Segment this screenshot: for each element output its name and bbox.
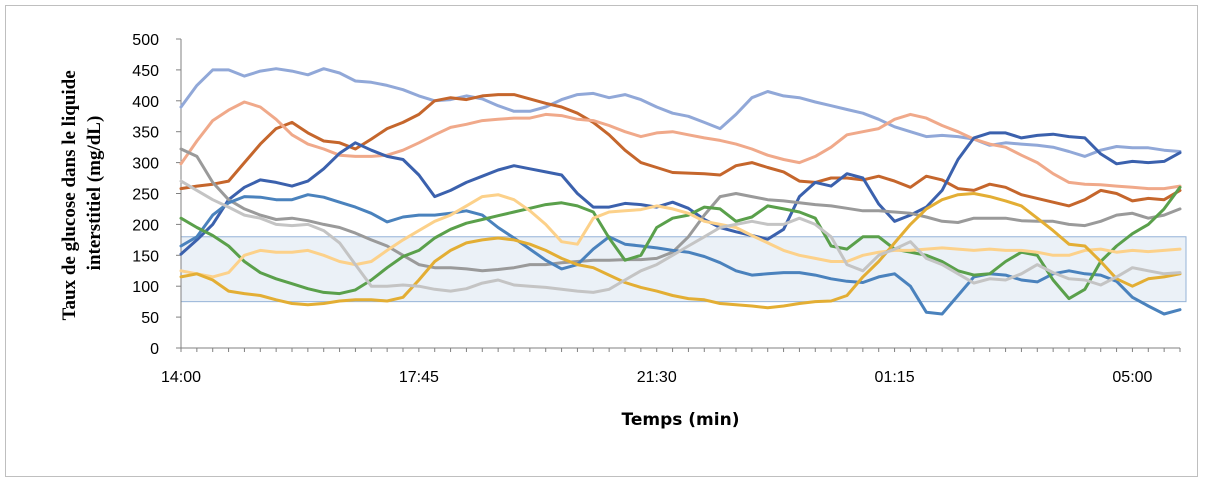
series-line-9 — [179, 192, 1182, 310]
series-line-4 — [179, 131, 1182, 256]
x-tick-label: 05:00 — [1112, 369, 1152, 386]
y-tick-label: 300 — [132, 156, 159, 173]
series-line-5 — [179, 147, 1182, 273]
y-tick-label: 450 — [132, 63, 159, 80]
series-layer — [179, 67, 1182, 316]
y-tick-label: 250 — [132, 187, 159, 204]
y-tick-label: 0 — [150, 341, 159, 358]
y-axis-title-line-1: Taux de glucose dans le liquide — [59, 70, 80, 320]
series-line-8 — [179, 193, 1182, 279]
x-tick-label: 14:00 — [161, 369, 201, 386]
series-line-10 — [179, 179, 1182, 294]
x-tick-label: 21:30 — [637, 369, 677, 386]
x-ticks: 14:00 17:45 21:30 01:15 05:00 — [161, 348, 1181, 386]
y-ticks: 0 50 100 150 200 250 300 350 400 450 500 — [132, 32, 181, 358]
y-tick-label: 150 — [132, 248, 159, 265]
y-axis-title: Taux de glucose dans le liquide intersti… — [59, 66, 105, 321]
series-line-3 — [179, 100, 1182, 191]
series-line-1 — [179, 67, 1182, 158]
y-tick-label: 350 — [132, 125, 159, 142]
y-axis-title-line-2: interstitiel (mg/dL) — [84, 116, 105, 271]
y-tick-label: 500 — [132, 32, 159, 49]
x-tick-label: 17:45 — [399, 369, 439, 386]
series-line-2 — [179, 93, 1182, 208]
x-axis-title: Temps (min) — [622, 410, 740, 430]
x-tick-label: 01:15 — [875, 369, 915, 386]
y-tick-label: 50 — [141, 310, 159, 327]
series-line-7 — [179, 185, 1182, 301]
y-tick-label: 400 — [132, 94, 159, 111]
y-tick-label: 100 — [132, 279, 159, 296]
y-tick-label: 200 — [132, 217, 159, 234]
